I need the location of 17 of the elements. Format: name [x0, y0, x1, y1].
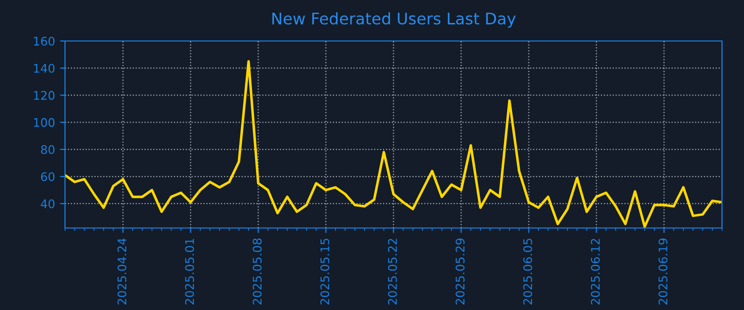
- x-tick-label: 2025.06.19: [658, 238, 668, 304]
- x-tick-label: 2025.05.22: [388, 238, 397, 304]
- x-tick-label: 2025.05.29: [456, 238, 465, 304]
- x-tick-label: 2025.05.01: [185, 238, 194, 304]
- y-tick-label: 80: [41, 145, 54, 154]
- y-tick-label: 100: [34, 118, 54, 127]
- x-tick-label: 2025.05.15: [320, 238, 330, 304]
- y-tick-label: 160: [34, 36, 54, 46]
- chart-title: New Federated Users Last Day: [272, 12, 516, 28]
- x-tick-label: 2025.06.05: [523, 238, 532, 304]
- x-tick-label: 2025.06.12: [590, 238, 600, 304]
- y-tick-label: 120: [34, 90, 54, 100]
- y-tick-label: 60: [41, 172, 54, 182]
- x-tick-label: 2025.05.08: [252, 238, 262, 304]
- x-tick-label: 2025.04.24: [117, 238, 126, 304]
- y-tick-label: 40: [40, 199, 54, 208]
- y-tick-label: 140: [34, 64, 54, 73]
